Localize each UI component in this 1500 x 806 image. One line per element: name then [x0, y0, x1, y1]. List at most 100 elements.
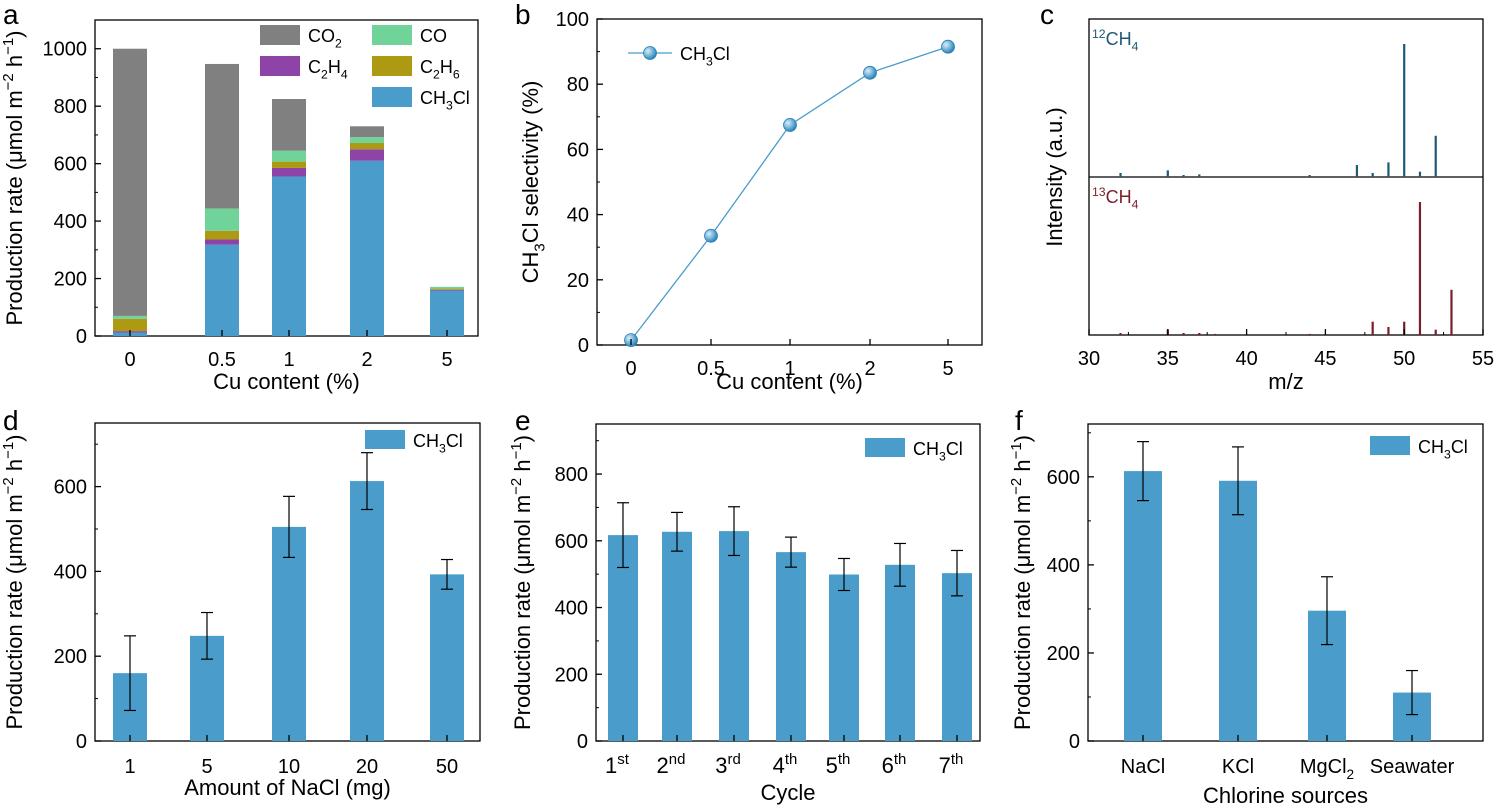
- panel-a-x-tick-label: 0: [124, 349, 135, 371]
- panel-a-bar-co-1: [272, 150, 306, 162]
- panel-e-bar-1: [662, 531, 692, 741]
- panel-e-y-tick-label: 0: [577, 731, 588, 753]
- panel-a-legend-label-1: CO: [420, 26, 447, 46]
- panel-b-legend-marker: [643, 46, 657, 60]
- panel-b-x-tick-label: 5: [942, 358, 953, 380]
- panel-c-label-13ch4: 13CH4: [1092, 185, 1139, 212]
- panel-a-y-tick-label: 200: [54, 269, 87, 291]
- panel-f-bar-1: [1219, 480, 1257, 741]
- panel-e-x-tick-label: 6th: [882, 751, 907, 778]
- panel-b-x-tick-label: 0: [625, 358, 636, 380]
- panel-a-bar-ch3cl-2: [350, 160, 384, 336]
- panel-d-bar-4: [430, 574, 464, 741]
- panel-a-y-tick-label: 0: [76, 326, 87, 348]
- panel-e-x-label: Cycle: [760, 780, 815, 805]
- panel-a-bar-ch3cl-1: [272, 176, 306, 336]
- panel-a-legend-label-0: CO2: [308, 26, 342, 50]
- panel-c-label-12ch4: 12CH4: [1092, 27, 1139, 54]
- panel-a-bar-c2h4-1: [272, 167, 306, 177]
- panel-d-x-tick-label: 20: [356, 756, 378, 778]
- panel-f-y-tick-label: 200: [1047, 643, 1080, 665]
- panel-a-legend-label-3: C2H6: [420, 57, 460, 81]
- panel-f-y-label: Production rate (μmol m−2 h−1): [1008, 435, 1035, 730]
- panel-e-x-tick-label: 3rd: [715, 751, 741, 778]
- panel-f-legend-swatch: [1370, 436, 1410, 455]
- panel-a-legend-label-2: C2H4: [308, 57, 348, 81]
- panel-e-y-tick-label: 400: [555, 598, 588, 620]
- panel-e-x-tick-label: 1st: [605, 751, 630, 778]
- panel-a-x-tick-label: 1: [283, 349, 294, 371]
- panel-b-legend-label: CH3Cl: [680, 44, 730, 68]
- panel-label-b: b: [515, 0, 531, 30]
- panel-label-c: c: [1040, 0, 1054, 30]
- panel-a-legend-label-4: CH3Cl: [420, 88, 470, 112]
- panel-d-y-tick-label: 400: [54, 561, 87, 583]
- panel-a-bar-co2-2: [350, 126, 384, 138]
- panel-e-bar-6: [942, 573, 972, 741]
- panel-c-x-label: m/z: [1268, 369, 1303, 394]
- panel-d-x-tick-label: 1: [124, 756, 135, 778]
- panel-a-y-tick-label: 600: [54, 154, 87, 176]
- panel-b-x-tick-label: 0.5: [697, 358, 725, 380]
- panel-e-y-label: Production rate (μmol m−2 h−1): [508, 435, 535, 730]
- panel-d-bar-3: [350, 481, 384, 741]
- panel-f-x-label: Chlorine sources: [1203, 783, 1368, 806]
- panel-label-d: d: [3, 405, 19, 436]
- panel-a-bar-c2h4-0.5: [205, 239, 239, 245]
- panel-a-x-tick-label: 2: [361, 349, 372, 371]
- panel-f-frame: [1087, 423, 1484, 742]
- panel-d-y-tick-label: 600: [54, 477, 87, 499]
- panel-a-y-tick-label: 1000: [43, 39, 88, 61]
- panel-e-legend-label: CH3Cl: [913, 439, 963, 463]
- panel-e-y-tick-label: 600: [555, 531, 588, 553]
- panel-c-x-tick-label: 35: [1157, 348, 1179, 370]
- panel-label-e: e: [515, 405, 531, 436]
- panel-b-y-tick-label: 80: [567, 74, 589, 96]
- panel-d-y-label: Production rate (μmol m−2 h−1): [0, 434, 27, 729]
- panel-e-y-tick-label: 800: [555, 464, 588, 486]
- panel-a-bar-co-5: [430, 286, 464, 289]
- panel-label-a: a: [3, 0, 19, 30]
- panel-a-bar-ch3cl-0.5: [205, 244, 239, 336]
- panel-d-legend-label: CH3Cl: [413, 431, 463, 455]
- panel-label-f: f: [1015, 405, 1023, 436]
- panel-e-bar-0: [608, 535, 638, 741]
- panel-a-bar-c2h4-2: [350, 149, 384, 161]
- panel-d-legend-swatch: [365, 430, 405, 449]
- panel-d-y-tick-label: 200: [54, 646, 87, 668]
- panel-a-bar-c2h6-0: [113, 318, 147, 332]
- panel-b-point-0.5: [704, 228, 718, 243]
- panel-a-bar-c2h6-2: [350, 142, 384, 150]
- panel-a-bar-ch3cl-5: [430, 290, 464, 336]
- panel-b-y-tick-label: 100: [556, 9, 589, 31]
- panel-a-x-tick-label: 0.5: [208, 349, 236, 371]
- panel-f-x-tick-label: MgCl2: [1300, 756, 1354, 782]
- panel-b-frame: [596, 18, 983, 346]
- panel-f-y-tick-label: 600: [1047, 467, 1080, 489]
- panel-d-x-label: Amount of NaCl (mg): [184, 775, 391, 800]
- panel-e-bar-3: [776, 552, 806, 741]
- panel-a-legend-swatch-3: [372, 56, 412, 76]
- panel-f-y-tick-label: 400: [1047, 555, 1080, 577]
- panel-f-legend-label: CH3Cl: [1418, 437, 1468, 461]
- panel-a-bar-co-2: [350, 137, 384, 143]
- panel-a-legend-swatch-1: [372, 25, 412, 45]
- panel-e-bar-2: [719, 531, 749, 741]
- panel-b-y-tick-label: 40: [567, 205, 589, 227]
- panel-a-x-tick-label: 5: [441, 349, 452, 371]
- panel-d-y-tick-label: 0: [76, 731, 87, 753]
- panel-f-x-tick-label: Seawater: [1370, 756, 1455, 778]
- panel-c-x-tick-label: 30: [1078, 348, 1100, 370]
- panel-a-x-label: Cu content (%): [213, 369, 360, 394]
- panel-b-point-5: [941, 39, 955, 54]
- panel-b-x-tick-label: 2: [864, 358, 875, 380]
- panel-f-x-tick-label: KCl: [1222, 756, 1254, 778]
- panel-e-x-tick-label: 2nd: [657, 751, 686, 778]
- panel-e-x-tick-label: 5th: [826, 751, 851, 778]
- panel-d-x-tick-label: 50: [436, 756, 458, 778]
- panel-a-bar-co2-0: [113, 48, 147, 316]
- panel-b-point-2: [863, 65, 877, 80]
- panel-a-bar-co-0.5: [205, 208, 239, 231]
- panel-e-legend-swatch: [865, 438, 905, 457]
